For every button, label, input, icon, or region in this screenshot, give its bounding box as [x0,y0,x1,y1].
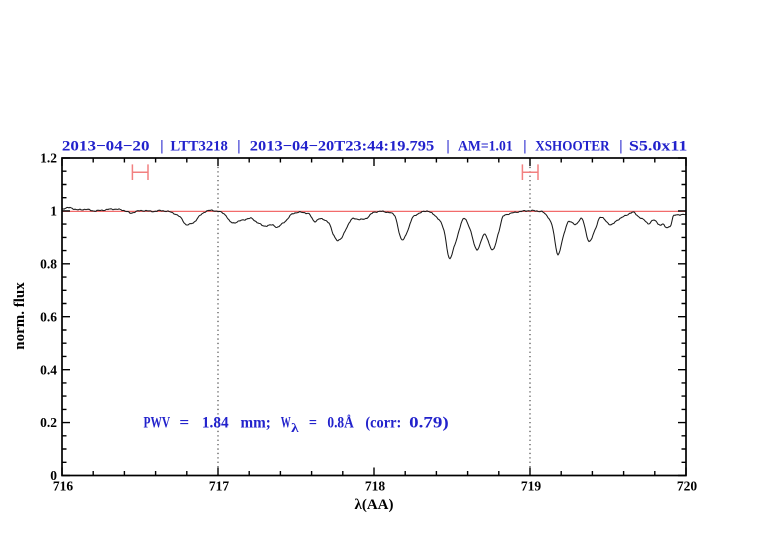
svg-text:0.8Å: 0.8Å [327,414,354,432]
svg-text:XSHOOTER: XSHOOTER [535,139,609,155]
svg-text:LTT3218: LTT3218 [170,139,228,155]
svg-text:720: 720 [677,479,698,494]
svg-text:|: | [160,139,163,155]
svg-text:S5.0x11: S5.0x11 [629,139,688,155]
svg-text:0.8: 0.8 [40,256,57,271]
svg-text:2013−04−20: 2013−04−20 [62,139,150,155]
svg-text:0.4: 0.4 [40,362,57,377]
svg-text:λ: λ [291,420,299,435]
svg-text:norm. flux: norm. flux [12,282,28,350]
svg-text:|: | [619,139,622,155]
svg-text:0.79): 0.79) [409,415,449,432]
svg-text:W: W [281,415,291,432]
svg-text:717: 717 [209,479,230,494]
svg-text:=: = [179,415,189,432]
svg-text:0.6: 0.6 [40,309,57,324]
svg-text:mm;: mm; [241,415,271,432]
svg-text:719: 719 [521,479,542,494]
svg-text:|: | [523,139,526,155]
svg-text:1.84: 1.84 [202,415,229,432]
svg-text:PWV: PWV [144,415,171,432]
svg-text:λ(AA): λ(AA) [354,497,393,513]
svg-text:0: 0 [50,468,57,483]
svg-text:718: 718 [365,479,386,494]
svg-text:|: | [237,139,240,155]
svg-text:1: 1 [50,204,57,219]
svg-text:=: = [309,415,317,432]
svg-text:716: 716 [53,479,74,494]
svg-text:AM=1.01: AM=1.01 [458,139,513,155]
svg-text:0.2: 0.2 [40,415,57,430]
svg-text:(corr:: (corr: [365,415,401,432]
svg-text:|: | [446,139,449,155]
svg-text:1.2: 1.2 [40,151,57,166]
svg-text:2013−04−20T23:44:19.795: 2013−04−20T23:44:19.795 [250,139,434,155]
